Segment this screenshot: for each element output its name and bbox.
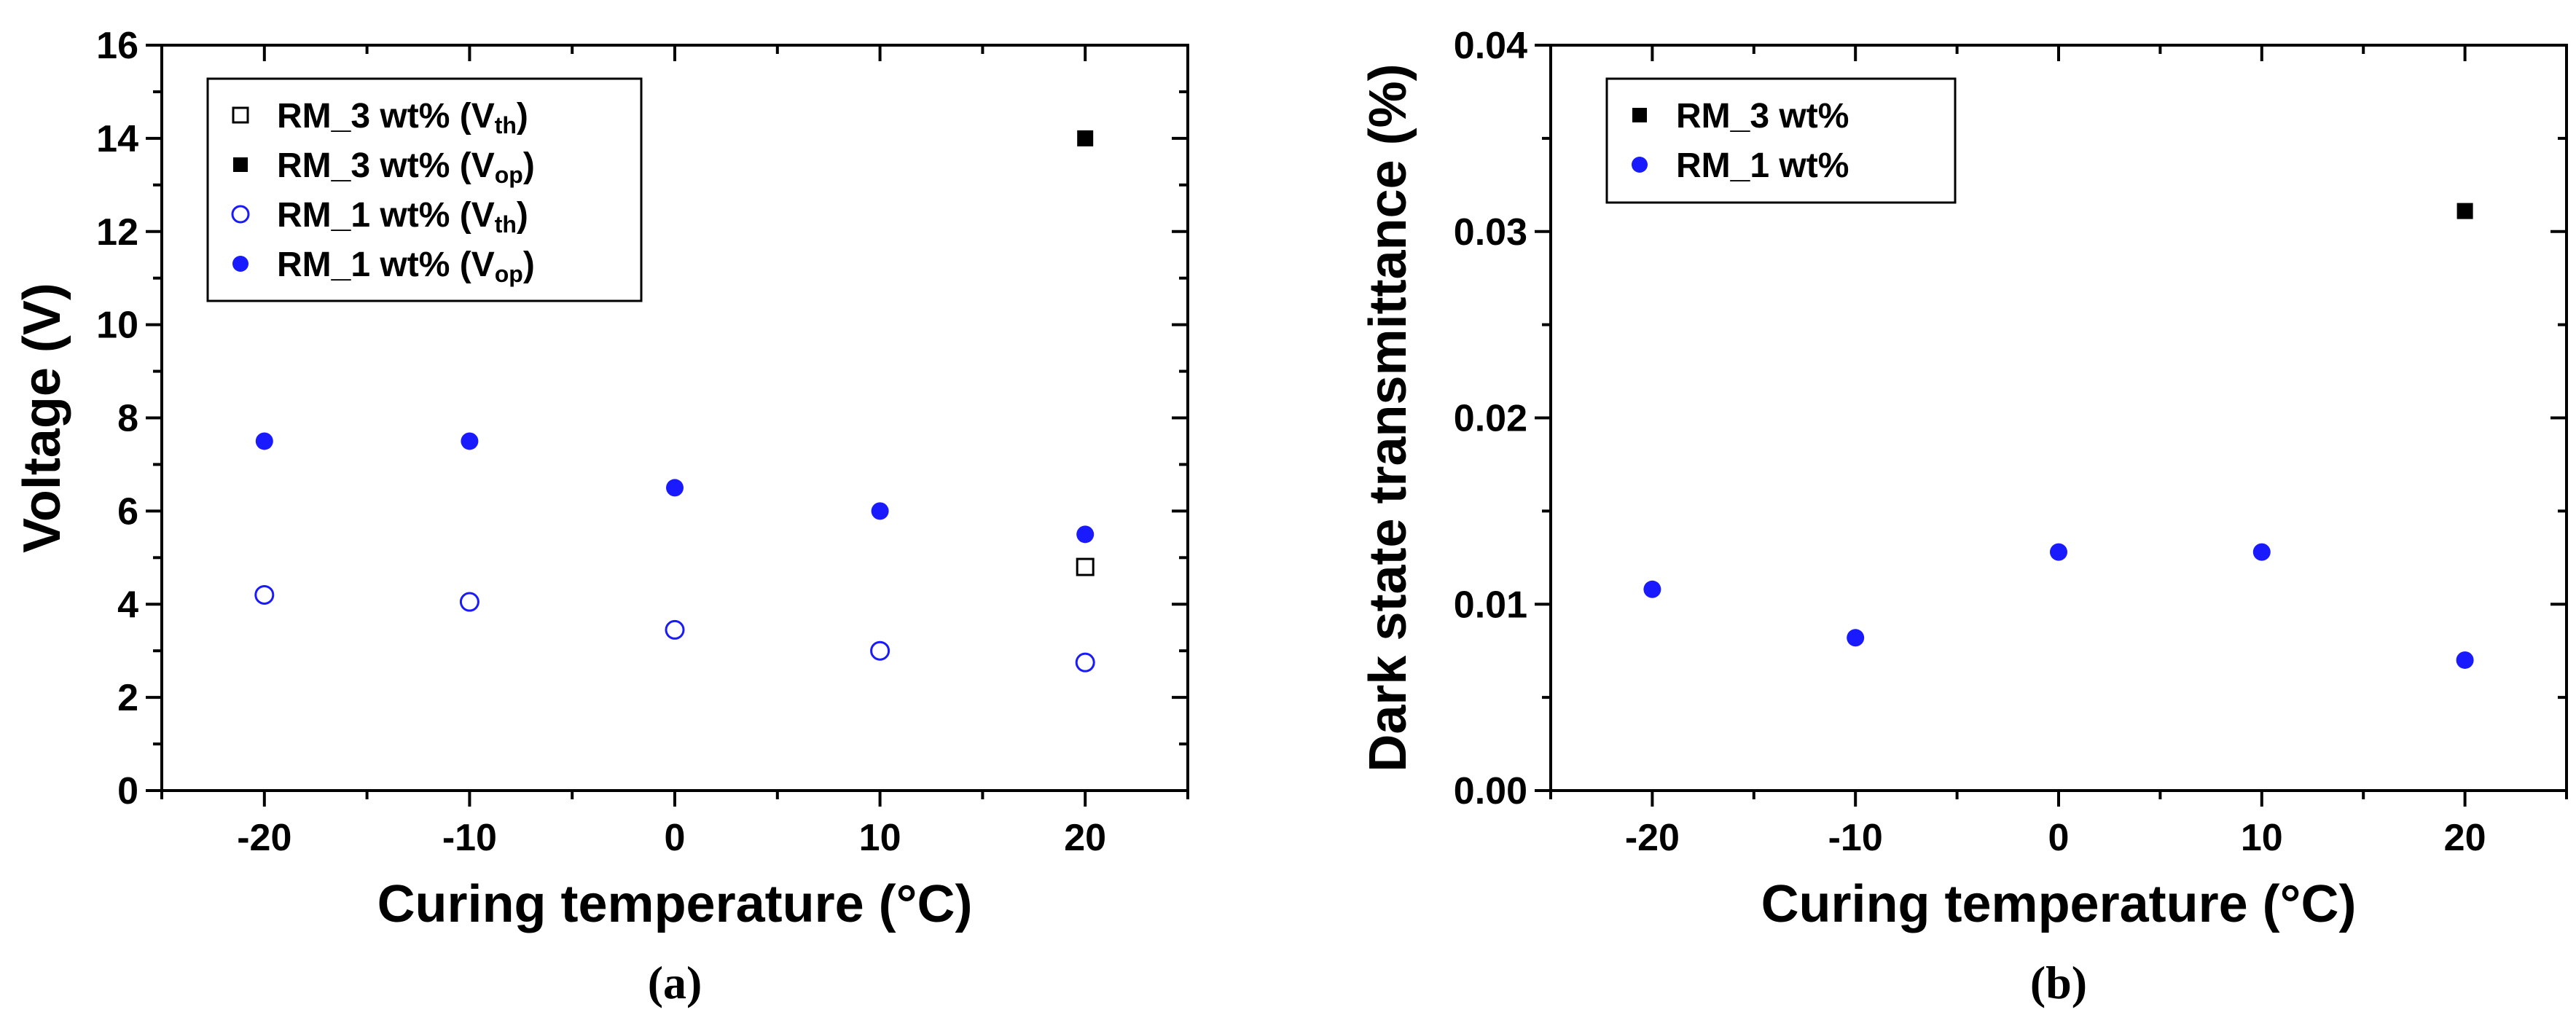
legend-marker bbox=[232, 106, 249, 124]
legend: RM_3 wt% (Vth)RM_3 wt% (Vop)RM_1 wt% (Vt… bbox=[206, 77, 643, 302]
x-tick-label: 20 bbox=[2444, 817, 2486, 859]
data-point bbox=[665, 619, 685, 640]
data-point bbox=[461, 432, 479, 450]
legend-label: RM_1 wt% bbox=[1676, 146, 1849, 185]
legend-label: RM_3 wt% (Vth) bbox=[277, 97, 528, 138]
legend-marker bbox=[233, 157, 248, 172]
legend-label-subscript: th bbox=[495, 211, 517, 238]
x-tick-label: 0 bbox=[665, 817, 686, 859]
y-tick-label: 4 bbox=[117, 584, 138, 626]
data-point bbox=[254, 584, 275, 605]
legend: RM_3 wt% RM_1 wt% bbox=[1605, 77, 1957, 204]
y-axis-label: Dark state transmittance (%) bbox=[1359, 63, 1417, 772]
legend-label-subscript: op bbox=[495, 162, 523, 188]
data-point bbox=[1643, 580, 1661, 598]
x-tick-label: -20 bbox=[1625, 817, 1680, 859]
legend-label-text: RM_3 wt% bbox=[1676, 97, 1849, 136]
y-tick-label: 12 bbox=[96, 211, 138, 254]
legend-marker bbox=[1632, 157, 1648, 173]
legend-marker bbox=[232, 256, 248, 272]
data-point bbox=[870, 640, 890, 661]
y-tick-label: 2 bbox=[117, 677, 138, 719]
data-point bbox=[255, 432, 273, 450]
y-tick-label: 0.00 bbox=[1454, 770, 1527, 812]
legend-label: RM_1 wt% (Vth) bbox=[277, 196, 528, 238]
x-tick-label: 10 bbox=[2241, 817, 2283, 859]
legend-label-subscript: th bbox=[495, 112, 517, 138]
x-tick-label: -10 bbox=[442, 817, 497, 859]
data-point bbox=[1847, 629, 1865, 647]
legend-box bbox=[1605, 77, 1957, 204]
data-point bbox=[2050, 543, 2067, 561]
legend-label: RM_3 wt% (Vop) bbox=[277, 146, 535, 188]
legend-label-text: RM_3 wt% (V bbox=[277, 97, 495, 136]
panel-caption: (b) bbox=[2030, 957, 2087, 1008]
data-point bbox=[871, 502, 889, 520]
legend-label-tail: ) bbox=[523, 146, 535, 185]
data-point bbox=[1076, 557, 1095, 576]
data-point bbox=[2456, 651, 2474, 669]
data-point bbox=[459, 592, 479, 612]
legend-box bbox=[206, 77, 643, 302]
data-point bbox=[2252, 543, 2271, 561]
y-tick-label: 0.04 bbox=[1454, 25, 1527, 67]
legend-marker bbox=[1632, 108, 1647, 122]
y-tick-label: 10 bbox=[96, 305, 138, 347]
x-tick-label: 20 bbox=[1064, 817, 1106, 859]
y-tick-label: 14 bbox=[96, 118, 138, 160]
legend-marker bbox=[231, 205, 250, 224]
legend-label-tail: ) bbox=[517, 97, 528, 136]
y-tick-label: 0.01 bbox=[1454, 584, 1527, 626]
y-axis-label: Voltage (V) bbox=[13, 283, 71, 553]
x-tick-label: 0 bbox=[2048, 817, 2070, 859]
y-tick-label: 6 bbox=[117, 490, 138, 533]
data-point bbox=[2456, 203, 2473, 219]
data-point bbox=[1075, 652, 1095, 673]
y-tick-label: 8 bbox=[117, 398, 138, 440]
legend-label-text: RM_3 wt% (V bbox=[277, 146, 495, 185]
y-tick-label: 0 bbox=[117, 770, 138, 812]
legend-label: RM_1 wt% (Vop) bbox=[277, 246, 535, 287]
legend-label: RM_3 wt% bbox=[1676, 97, 1849, 136]
legend-label-text: RM_1 wt% (V bbox=[277, 246, 495, 284]
legend-label-text: RM_1 wt% (V bbox=[277, 196, 495, 235]
panel-caption: (a) bbox=[648, 957, 702, 1008]
data-point bbox=[1076, 525, 1095, 544]
y-tick-label: 0.03 bbox=[1454, 211, 1527, 254]
x-axis-label: Curing temperature (°C) bbox=[1761, 875, 2357, 933]
panel-a-voltage-chart: -20 -10 0 10 20 0 2 4 6 8 10 12 14 16 Curing temperatu… bbox=[13, 25, 1189, 1008]
legend-label-subscript: op bbox=[495, 261, 523, 287]
data-point bbox=[666, 479, 684, 497]
legend-label-tail: ) bbox=[523, 246, 535, 284]
y-tick-label: 0.02 bbox=[1454, 398, 1527, 440]
y-tick-label: 16 bbox=[96, 25, 138, 67]
x-tick-label: -10 bbox=[1828, 817, 1883, 859]
legend-label-text: RM_1 wt% bbox=[1676, 146, 1849, 185]
data-point bbox=[1077, 130, 1094, 146]
panel-b-transmittance-chart: -20 -10 0 10 20 0.00 0.01 0.02 0.03 0.04 Curing te… bbox=[1359, 25, 2568, 1008]
x-axis-label: Curing temperature (°C) bbox=[377, 875, 973, 933]
x-tick-label: -20 bbox=[237, 817, 291, 859]
legend-label-tail: ) bbox=[517, 196, 528, 235]
x-tick-label: 10 bbox=[859, 817, 901, 859]
